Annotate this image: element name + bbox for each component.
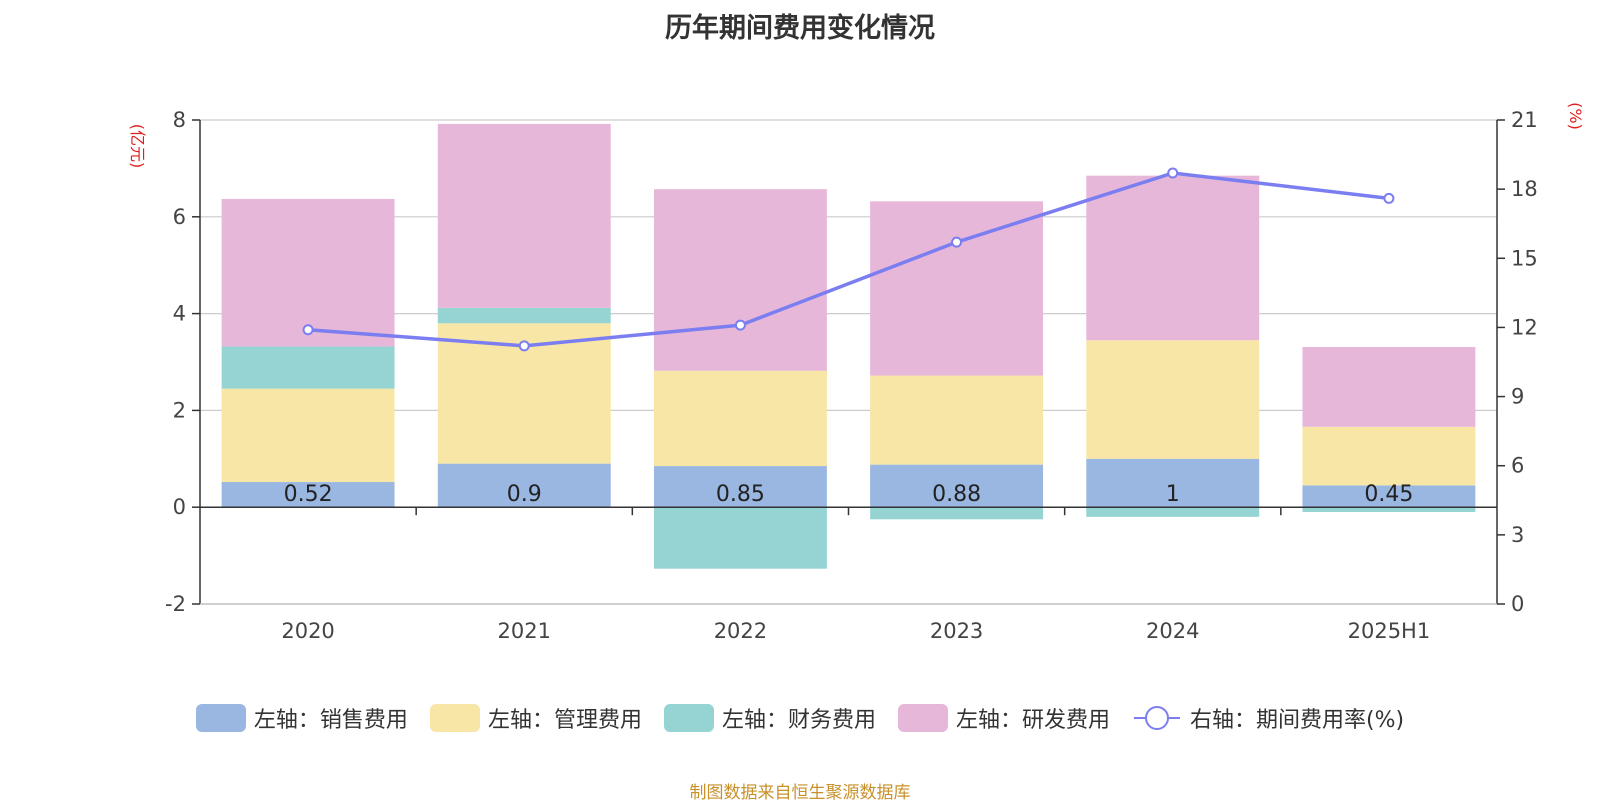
bar-finance [653, 507, 827, 569]
left-axis-tick-label: 6 [173, 205, 186, 229]
legend-swatch [429, 704, 480, 732]
bar-sales [653, 466, 827, 508]
legend-item-rd[interactable]: 左轴：研发费用 [897, 702, 1110, 734]
bar-sales [1302, 485, 1476, 508]
data-label-sales: 1 [1166, 482, 1180, 507]
bar-finance [1302, 507, 1476, 513]
left-axis-tick-label: 2 [173, 398, 186, 422]
legend-swatch [897, 704, 948, 732]
axes: 8 6 4 2 0 -2 21 18 15 12 9 6 3 0 2020 2021 2022 2023 2024 2… [128, 102, 1585, 643]
bar-rd [870, 201, 1044, 376]
bar-rd [221, 198, 395, 347]
line-circle-icon [1133, 706, 1180, 730]
legend-label: 左轴：管理费用 [487, 708, 642, 733]
legend-item-rate-line[interactable]: 右轴：期间费用率(%) [1132, 702, 1404, 734]
rate-line-point [1167, 167, 1179, 179]
bar-admin [221, 388, 395, 483]
bar-admin [1302, 426, 1476, 486]
bar-finance [870, 507, 1044, 520]
right-axis-tick-label: 3 [1511, 523, 1524, 547]
chart-title: 历年期间费用变化情况 [665, 13, 935, 44]
rate-line [307, 171, 1390, 348]
x-axis-tick-label: 2022 [714, 619, 767, 643]
rate-line-layer [302, 167, 1395, 352]
x-axis-tick-label: 2023 [930, 619, 983, 643]
bar-finance [221, 346, 395, 389]
rate-line-point [1383, 192, 1395, 204]
grid-lines [200, 119, 1497, 605]
data-label-sales: 0.88 [932, 482, 981, 507]
data-labels: 0.52 0.9 0.85 0.88 1 0.45 [284, 482, 1414, 507]
right-axis-tick-label: 0 [1511, 592, 1524, 616]
right-axis-tick-label: 12 [1511, 315, 1538, 339]
right-axis-tick-label: 18 [1511, 177, 1538, 201]
legend-item-finance[interactable]: 左轴：财务费用 [663, 702, 876, 734]
legend-item-admin[interactable]: 左轴：管理费用 [429, 702, 642, 734]
legend-item-sales[interactable]: 左轴：销售费用 [195, 702, 408, 734]
legend-label: 左轴：财务费用 [721, 708, 876, 733]
bar-sales [870, 464, 1044, 508]
bar-rd [437, 123, 611, 308]
bar-admin [870, 375, 1044, 465]
bar-rd [653, 189, 827, 371]
legend-label: 左轴：研发费用 [955, 708, 1110, 733]
data-label-sales: 0.9 [507, 482, 542, 507]
legend-swatch [663, 704, 714, 732]
chart-canvas: 8 6 4 2 0 -2 21 18 15 12 9 6 3 0 2020 2021 2022 2023 2024 2… [128, 102, 1585, 643]
bar-sales [437, 463, 611, 508]
right-axis-tick-label: 21 [1511, 108, 1538, 132]
data-label-sales: 0.45 [1364, 482, 1413, 507]
bar-layer [221, 123, 1476, 569]
rate-line-point [518, 340, 530, 352]
legend-swatch [195, 704, 246, 732]
legend-label: 右轴：期间费用率(%) [1189, 708, 1405, 733]
x-axis-tick-label: 2021 [498, 619, 551, 643]
bar-admin [653, 370, 827, 467]
legend: 左轴：销售费用 左轴：管理费用 左轴：财务费用 左轴：研发费用 右轴：期间费用率(%) [0, 702, 1600, 734]
bar-rd [1302, 346, 1476, 427]
legend-label: 左轴：销售费用 [253, 708, 408, 733]
right-axis-tick-label: 9 [1511, 385, 1524, 409]
left-axis-tick-label: 0 [173, 495, 186, 519]
data-label-sales: 0.85 [716, 482, 765, 507]
right-axis-tick-label: 6 [1511, 454, 1524, 478]
data-label-sales: 0.52 [284, 482, 333, 507]
rate-line-point [302, 324, 314, 336]
x-axis-tick-label: 2020 [281, 619, 334, 643]
x-axis-tick-label: 2025H1 [1348, 619, 1431, 643]
bar-admin [1086, 340, 1260, 459]
x-axis-tick-label: 2024 [1146, 619, 1199, 643]
bar-sales [221, 482, 395, 508]
rate-line-point [951, 236, 963, 248]
bar-rd [1086, 175, 1260, 341]
right-axis-tick-label: 15 [1511, 246, 1538, 270]
bar-finance [1086, 507, 1260, 517]
left-axis-tick-label: 8 [173, 108, 186, 132]
source-note: 制图数据来自恒生聚源数据库 [689, 783, 911, 803]
rate-line-point [734, 319, 746, 331]
bar-sales [1086, 458, 1260, 508]
left-axis-tick-label: -2 [165, 592, 186, 616]
right-axis-unit: (%) [1566, 102, 1585, 130]
left-axis-unit: (亿元) [128, 124, 147, 169]
bar-finance [437, 307, 611, 324]
left-axis-tick-label: 4 [173, 302, 186, 326]
